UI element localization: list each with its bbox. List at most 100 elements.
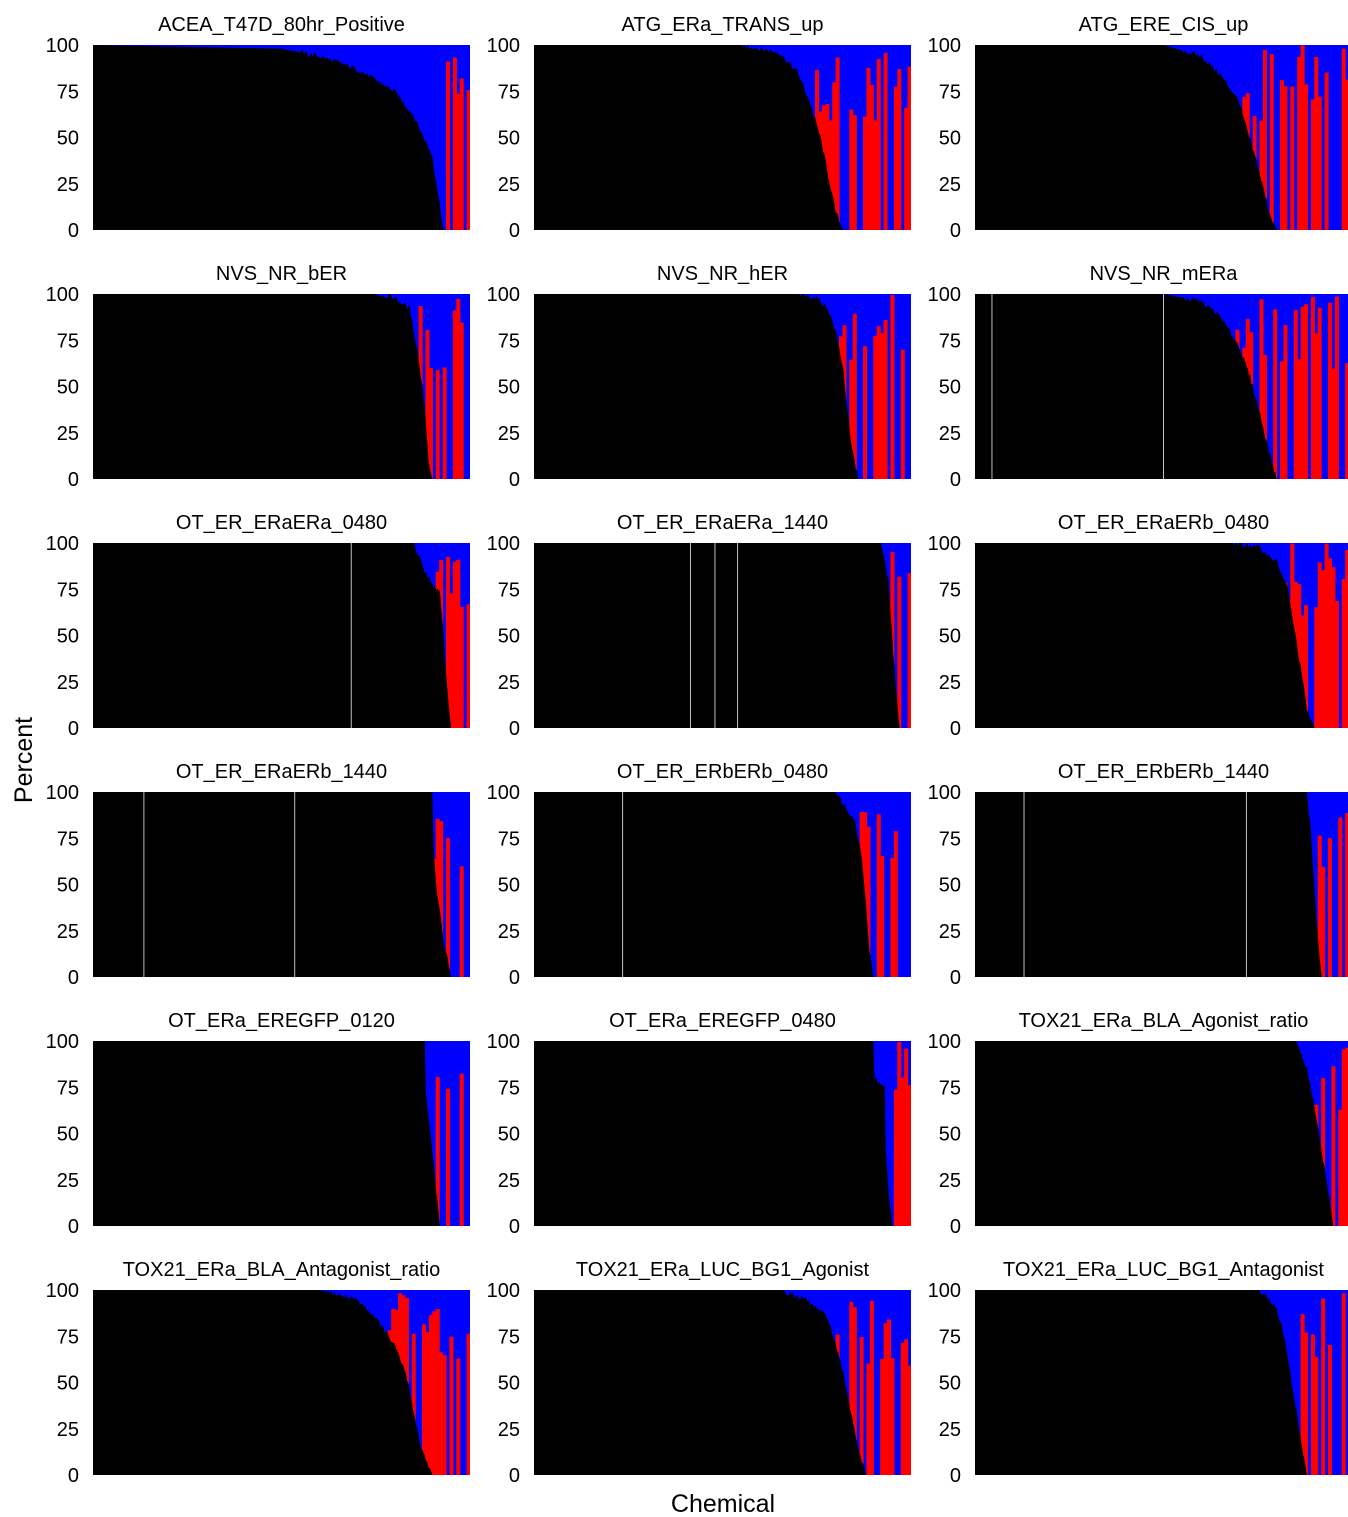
y-tick-label: 50 [939, 875, 961, 897]
y-tick-label: 100 [487, 35, 520, 57]
secondary-stripe [1314, 333, 1319, 479]
plot-area [975, 45, 1348, 230]
secondary-stripe [1304, 304, 1309, 479]
secondary-stripe [1341, 48, 1346, 230]
y-tick-label: 50 [498, 1124, 520, 1146]
secondary-stripe [442, 1355, 447, 1475]
secondary-stripe [435, 1309, 440, 1475]
secondary-stripe [849, 109, 854, 230]
secondary-stripe [1328, 838, 1333, 977]
secondary-stripe [907, 1085, 911, 1226]
primary-area [93, 45, 470, 230]
secondary-stripe [1300, 45, 1305, 230]
y-tick-label: 0 [509, 1216, 520, 1238]
y-tick-label: 100 [46, 533, 79, 555]
secondary-stripe [1328, 558, 1333, 728]
secondary-stripe [1328, 1344, 1333, 1475]
panel: ATG_ERa_TRANS_up 0 25 50 75 100 [487, 14, 911, 242]
y-tick-label: 0 [950, 220, 961, 242]
secondary-stripe [852, 1307, 857, 1475]
y-tick-label: 0 [68, 718, 79, 740]
y-tick-label: 25 [498, 672, 520, 694]
y-tick-label: 100 [46, 35, 79, 57]
panel-title: OT_ER_ERbERb_0480 [617, 761, 828, 783]
y-tick-label: 100 [487, 1280, 520, 1302]
secondary-stripe [1345, 549, 1348, 728]
panel: OT_ER_ERbERb_0480 0 25 50 75 100 [487, 761, 911, 989]
panel: TOX21_ERa_LUC_BG1_Agonist 0 25 50 75 100 [487, 1259, 911, 1487]
secondary-stripe [907, 1365, 911, 1475]
y-tick-label: 75 [939, 1077, 961, 1099]
panel-title: OT_ER_ERbERb_1440 [1058, 761, 1269, 783]
panel-title: NVS_NR_bER [216, 263, 347, 285]
secondary-stripe [900, 1342, 905, 1475]
y-tick-label: 0 [950, 1216, 961, 1238]
secondary-stripe [1297, 584, 1302, 728]
y-tick-label: 50 [939, 1124, 961, 1146]
y-tick-label: 25 [57, 174, 79, 196]
secondary-stripe [1345, 362, 1348, 479]
y-tick-label: 25 [498, 423, 520, 445]
y-tick-label: 75 [57, 1326, 79, 1348]
plot-area [534, 792, 911, 977]
y-tick-label: 25 [57, 423, 79, 445]
secondary-stripe [869, 84, 874, 230]
panel-title: NVS_NR_mERa [1090, 263, 1239, 285]
y-tick-label: 75 [939, 1326, 961, 1348]
secondary-stripe [1310, 99, 1315, 230]
secondary-stripe [873, 120, 878, 230]
secondary-stripe [863, 346, 868, 479]
y-tick-label: 75 [498, 1077, 520, 1099]
secondary-stripe [456, 298, 461, 479]
secondary-stripe [446, 556, 451, 728]
y-tick-label: 100 [487, 782, 520, 804]
y-tick-label: 25 [939, 1419, 961, 1441]
secondary-stripe [456, 559, 461, 728]
secondary-stripe [835, 57, 840, 230]
y-tick-label: 50 [498, 626, 520, 648]
primary-area [975, 1290, 1348, 1475]
y-tick-label: 75 [939, 81, 961, 103]
secondary-stripe [1321, 866, 1326, 977]
secondary-stripe [883, 1323, 888, 1475]
secondary-stripe [425, 329, 430, 479]
primary-area [534, 543, 911, 728]
plot-area [93, 1041, 470, 1226]
panel-grid: ACEA_T47D_80hr_Positive0255075100ATG_ERa… [46, 14, 1348, 1487]
secondary-stripe [1280, 80, 1285, 230]
panel-title: TOX21_ERa_LUC_BG1_Antagonist [1003, 1259, 1324, 1281]
secondary-stripe [893, 831, 898, 977]
panel-title: TOX21_ERa_BLA_Agonist_ratio [1019, 1010, 1309, 1032]
secondary-stripe [442, 367, 447, 479]
secondary-stripe [866, 1363, 871, 1475]
y-tick-label: 100 [46, 284, 79, 306]
panel-title: OT_ER_ERaERb_0480 [1058, 512, 1269, 534]
y-tick-label: 0 [509, 718, 520, 740]
secondary-stripe [852, 115, 857, 230]
y-tick-label: 25 [498, 174, 520, 196]
secondary-stripe [1328, 302, 1333, 479]
y-tick-label: 25 [939, 672, 961, 694]
y-tick-label: 50 [57, 1373, 79, 1395]
y-tick-label: 50 [57, 875, 79, 897]
secondary-stripe [852, 313, 857, 479]
y-axis-title: Percent [10, 717, 38, 803]
secondary-stripe [1338, 817, 1343, 977]
panel: OT_ER_ERaERb_0480 0 25 50 75 100 [928, 512, 1348, 740]
y-tick-label: 75 [939, 579, 961, 601]
secondary-stripe [456, 1358, 461, 1475]
y-tick-label: 75 [939, 828, 961, 850]
y-tick-label: 75 [57, 1077, 79, 1099]
secondary-stripe [1297, 359, 1302, 479]
y-tick-label: 0 [509, 220, 520, 242]
secondary-stripe [883, 52, 888, 230]
y-tick-label: 0 [509, 469, 520, 491]
secondary-stripe [1321, 1298, 1326, 1475]
y-tick-label: 100 [928, 284, 961, 306]
secondary-stripe [887, 1319, 892, 1475]
secondary-stripe [832, 82, 837, 230]
panel-title: ACEA_T47D_80hr_Positive [158, 14, 405, 36]
y-tick-label: 0 [950, 967, 961, 989]
y-tick-label: 100 [928, 782, 961, 804]
